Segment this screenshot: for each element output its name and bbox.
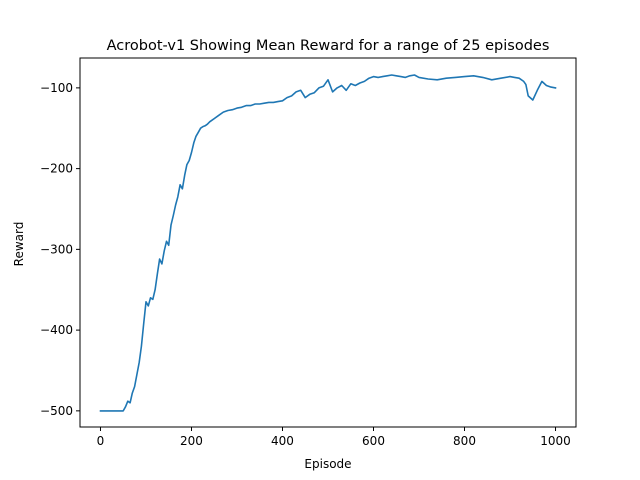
y-tick-label: −100 [40,81,73,95]
x-tick-label: 0 [97,434,105,448]
x-tick-label: 400 [271,434,294,448]
y-tick-label: −400 [40,323,73,337]
plot-area [99,74,557,412]
x-axis: 0 200 400 600 800 1000 [97,427,571,448]
chart-title: Acrobot-v1 Showing Mean Reward for a ran… [107,38,550,54]
y-tick-label: −200 [40,162,73,176]
series-line-reward [99,74,557,412]
x-tick-label: 200 [180,434,203,448]
y-tick-label: −500 [40,404,73,418]
y-axis-label: Reward [12,222,26,267]
x-tick-label: 600 [362,434,385,448]
axes-frame [79,57,577,428]
x-axis-label: Episode [304,457,351,471]
y-axis: −500 −400 −300 −200 −100 [40,81,80,418]
x-tick-label: 1000 [540,434,571,448]
y-tick-label: −300 [40,242,73,256]
x-tick-label: 800 [453,434,476,448]
